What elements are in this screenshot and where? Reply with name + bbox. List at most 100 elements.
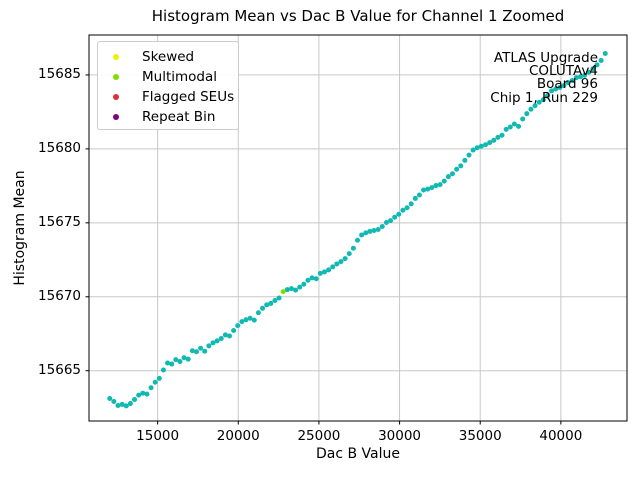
data-point-normal bbox=[227, 333, 233, 339]
data-point-normal bbox=[202, 348, 208, 354]
x-tick-label: 30000 bbox=[378, 428, 422, 444]
data-point-normal bbox=[239, 319, 245, 325]
legend-label-skewed: Skewed bbox=[142, 49, 195, 65]
data-point-normal bbox=[499, 132, 505, 138]
data-point-normal bbox=[260, 305, 266, 311]
data-point-normal bbox=[474, 145, 480, 151]
data-point-normal bbox=[367, 228, 373, 234]
data-point-normal bbox=[392, 214, 398, 220]
x-tick-label: 35000 bbox=[458, 428, 502, 444]
data-point-normal bbox=[206, 343, 212, 349]
data-point-normal bbox=[309, 275, 315, 281]
data-point-normal bbox=[334, 261, 340, 267]
data-point-normal bbox=[111, 398, 117, 404]
data-point-normal bbox=[363, 230, 369, 236]
data-point-normal bbox=[511, 121, 517, 127]
data-point-normal bbox=[487, 140, 493, 146]
data-point-normal bbox=[326, 267, 332, 273]
data-point-normal bbox=[169, 361, 175, 367]
annotation-line-4: Chip 1, Run 229 bbox=[490, 89, 598, 106]
data-point-normal bbox=[462, 157, 468, 163]
data-point-normal bbox=[573, 75, 579, 81]
data-point-normal bbox=[185, 356, 191, 362]
legend-item-repeat-bin: Repeat Bin bbox=[98, 107, 238, 127]
data-point-normal bbox=[437, 182, 443, 188]
data-point-normal bbox=[255, 310, 261, 316]
x-axis-label: Dac B Value bbox=[315, 446, 401, 462]
data-point-normal bbox=[577, 74, 583, 80]
data-point-normal bbox=[355, 237, 361, 243]
data-point-normal bbox=[598, 57, 604, 63]
data-point-normal bbox=[441, 178, 447, 184]
annotation-line-3: Board 96 bbox=[536, 76, 598, 93]
data-point-normal bbox=[466, 152, 472, 158]
data-point-normal bbox=[400, 207, 406, 213]
data-point-normal bbox=[165, 360, 171, 366]
x-tick-label: 20000 bbox=[216, 428, 260, 444]
data-point-normal bbox=[503, 126, 509, 132]
data-point-normal bbox=[346, 251, 352, 257]
axes-frame bbox=[88, 34, 628, 422]
data-point-normal bbox=[330, 264, 336, 270]
data-point-normal bbox=[235, 323, 241, 329]
data-point-normal bbox=[359, 232, 365, 238]
data-point-normal bbox=[375, 226, 381, 232]
data-point-normal bbox=[561, 83, 567, 89]
data-point-normal bbox=[177, 359, 183, 365]
data-point-multimodal bbox=[280, 289, 286, 295]
data-point-normal bbox=[107, 396, 113, 402]
data-point-normal bbox=[449, 171, 455, 177]
legend-label-multimodal: Multimodal bbox=[142, 69, 218, 85]
data-point-normal bbox=[115, 402, 121, 408]
x-tick-label: 15000 bbox=[136, 428, 180, 444]
data-point-normal bbox=[478, 143, 484, 149]
data-point-normal bbox=[251, 317, 257, 323]
data-point-normal bbox=[156, 375, 162, 381]
data-point-normal bbox=[264, 302, 270, 308]
data-point-normal bbox=[193, 349, 199, 355]
data-point-normal bbox=[408, 201, 414, 207]
data-point-normal bbox=[144, 391, 150, 397]
data-point-normal bbox=[152, 379, 158, 385]
data-point-normal bbox=[313, 276, 319, 282]
y-tick-label: 15670 bbox=[38, 287, 81, 304]
data-point-normal bbox=[383, 220, 389, 226]
data-point-normal bbox=[379, 224, 385, 230]
legend-item-skewed: Skewed bbox=[98, 47, 238, 67]
data-point-normal bbox=[181, 355, 187, 361]
data-point-normal bbox=[268, 300, 274, 306]
legend-label-flagged-seus: Flagged SEUs bbox=[142, 89, 235, 105]
data-point-normal bbox=[243, 317, 249, 323]
data-point-normal bbox=[189, 348, 195, 354]
data-point-normal bbox=[305, 277, 311, 283]
data-point-normal bbox=[544, 93, 550, 99]
data-point-normal bbox=[231, 327, 237, 333]
repeat-bin-marker-icon bbox=[113, 114, 119, 120]
data-point-normal bbox=[565, 80, 571, 86]
data-point-normal bbox=[429, 185, 435, 191]
data-point-normal bbox=[483, 142, 489, 148]
data-point-normal bbox=[132, 397, 138, 403]
data-point-normal bbox=[540, 97, 546, 103]
data-point-normal bbox=[297, 284, 303, 290]
y-tick-label: 15685 bbox=[38, 65, 81, 82]
y-tick-label: 15665 bbox=[38, 361, 81, 378]
data-point-normal bbox=[412, 195, 418, 201]
data-point-normal bbox=[524, 111, 530, 117]
data-point-normal bbox=[445, 174, 451, 180]
data-point-normal bbox=[454, 166, 460, 172]
data-point-normal bbox=[321, 269, 327, 275]
data-point-normal bbox=[119, 401, 125, 407]
data-point-normal bbox=[404, 205, 410, 211]
data-point-normal bbox=[276, 295, 282, 301]
data-point-normal bbox=[425, 186, 431, 192]
data-point-normal bbox=[528, 106, 534, 112]
x-tick-label: 25000 bbox=[297, 428, 341, 444]
data-point-normal bbox=[123, 403, 129, 409]
data-point-normal bbox=[590, 66, 596, 72]
data-point-normal bbox=[586, 69, 592, 75]
data-point-normal bbox=[342, 256, 348, 262]
data-point-normal bbox=[569, 78, 575, 84]
data-point-normal bbox=[549, 88, 555, 94]
data-point-normal bbox=[371, 228, 377, 234]
